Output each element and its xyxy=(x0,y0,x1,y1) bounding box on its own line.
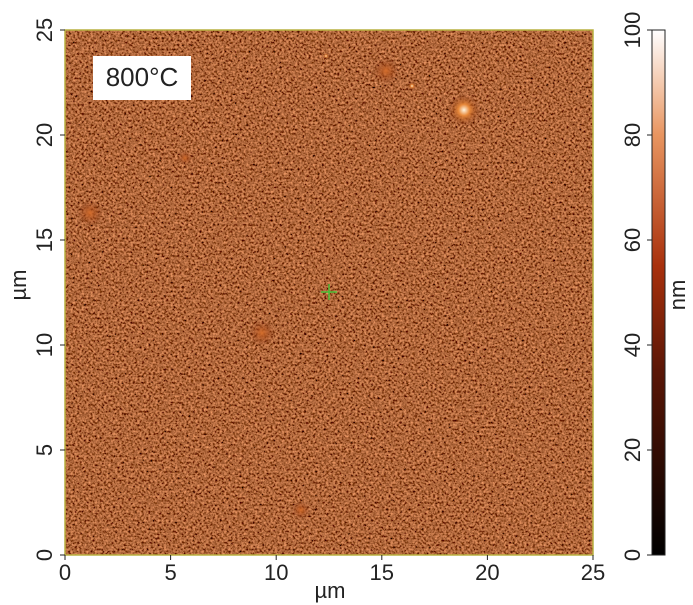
x-axis-label: µm xyxy=(314,578,345,603)
y-tick-label: 25 xyxy=(32,18,57,42)
colorbar-tick-label: 0 xyxy=(620,549,645,561)
y-tick-label: 5 xyxy=(32,444,57,456)
colorbar-tick-label: 60 xyxy=(620,228,645,252)
afm-image xyxy=(64,29,594,556)
annotation-box xyxy=(93,56,191,100)
x-tick-label: 15 xyxy=(370,560,394,585)
colorbar-tick-label: 40 xyxy=(620,333,645,357)
y-tick-label: 10 xyxy=(32,333,57,357)
y-tick-label: 20 xyxy=(32,123,57,147)
x-tick-label: 10 xyxy=(264,560,288,585)
x-tick-label: 20 xyxy=(475,560,499,585)
annotation: 800°C xyxy=(106,62,179,92)
colorbar-tick-label: 100 xyxy=(620,12,645,49)
y-tick-label: 0 xyxy=(32,549,57,561)
y-tick-label: 15 xyxy=(32,228,57,252)
x-tick-label: 25 xyxy=(581,560,605,585)
colorbar-tick-label: 20 xyxy=(620,438,645,462)
colorbar-tick-label: 80 xyxy=(620,123,645,147)
colorbar xyxy=(651,29,666,556)
x-tick-label: 0 xyxy=(59,560,71,585)
colorbar-label: nm xyxy=(665,280,690,311)
y-axis-label: µm xyxy=(6,269,31,300)
x-tick-label: 5 xyxy=(164,560,176,585)
